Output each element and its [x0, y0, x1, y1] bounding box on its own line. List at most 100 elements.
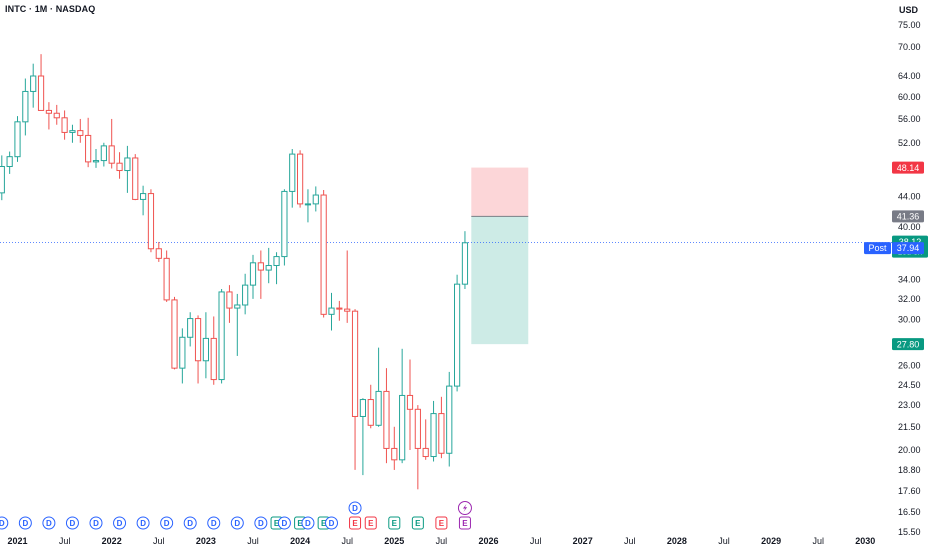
price-tick-label: 34.00: [898, 274, 921, 284]
candle-up: [0, 166, 5, 194]
candle-up: [69, 130, 76, 133]
price-tick-label: 75.00: [898, 20, 921, 30]
candle-up: [218, 291, 225, 381]
time-axis-label: 2026: [478, 536, 498, 546]
dividend-marker-label: D: [140, 519, 146, 528]
stop-price-badge: [892, 338, 924, 351]
candle-up: [242, 284, 249, 306]
price-tick-label: 23.00: [898, 400, 921, 410]
price-tick-label: 26.00: [898, 361, 921, 371]
earnings-marker-label: E: [415, 519, 421, 528]
candle-up: [430, 413, 437, 458]
candle-down: [257, 262, 264, 271]
time-axis-label: Jul: [718, 536, 730, 546]
candle-up: [124, 157, 131, 172]
price-tick-label: 70.00: [898, 42, 921, 52]
time-axis-label: 2029: [761, 536, 781, 546]
earnings-marker-label: E: [439, 519, 445, 528]
price-tick-label: 21.50: [898, 422, 921, 432]
candle-down: [163, 257, 170, 301]
candle-up: [359, 399, 366, 417]
lightning-icon: [462, 504, 468, 512]
dividend-marker-icon: [0, 516, 9, 530]
dividend-marker-icon: [160, 516, 174, 530]
candle-down: [108, 145, 115, 164]
candle-up: [92, 160, 100, 163]
time-axis-label: 2024: [290, 536, 310, 546]
time-axis-label: 2028: [667, 536, 687, 546]
candle-down: [155, 248, 162, 259]
post-market-label: 37.94: [897, 243, 920, 253]
candle-down: [171, 299, 178, 369]
dividend-marker-label: D: [46, 519, 52, 528]
candle-up: [304, 203, 312, 206]
price-tick-label: 52.00: [898, 138, 921, 148]
candle-down: [37, 75, 45, 111]
price-tick-label: 32.00: [898, 294, 921, 304]
price-tick-label: 44.00: [898, 191, 921, 201]
time-axis-label: Jul: [153, 536, 165, 546]
time-axis-label: 2023: [196, 536, 216, 546]
price-tick-label: 18.80: [898, 465, 921, 475]
earnings-marker-label: E: [462, 519, 468, 528]
dividend-marker-icon: [18, 516, 32, 530]
candle-down: [132, 157, 139, 200]
candle-up: [234, 304, 241, 309]
time-axis-label: Jul: [812, 536, 824, 546]
earnings-marker-icon: [435, 516, 448, 530]
dividend-marker-label: D: [117, 519, 123, 528]
dividend-marker-label: D: [352, 504, 358, 513]
dividend-marker-label: D: [305, 519, 311, 528]
dividend-marker-icon: [230, 516, 244, 530]
target-zone: [471, 167, 529, 217]
symbol-title: INTC · 1M · NASDAQ: [5, 4, 96, 14]
dividend-marker-icon: [254, 516, 268, 530]
dividend-marker-icon: [42, 516, 56, 530]
dividend-marker-icon: [136, 516, 150, 530]
candle-up: [22, 90, 29, 123]
price-tick-label: 40.00: [898, 222, 921, 232]
candle-down: [367, 399, 374, 426]
price-tick-label: 64.00: [898, 71, 921, 81]
stop-price-label: 27.80: [897, 339, 920, 349]
candle-up: [6, 156, 13, 168]
earnings-marker-label: E: [274, 519, 280, 528]
time-axis-label: Jul: [436, 536, 448, 546]
candle-up: [446, 385, 453, 454]
candle-up: [399, 394, 406, 461]
earnings-marker-icon: [364, 516, 377, 530]
candle-up: [202, 337, 210, 362]
dividend-marker-label: D: [258, 519, 264, 528]
dividend-marker-icon: [348, 501, 362, 515]
candle-up: [179, 336, 186, 369]
target-price-label: 48.14: [897, 163, 920, 173]
candle-down: [147, 193, 155, 250]
currency-label: USD: [898, 5, 918, 15]
dividend-marker-label: D: [164, 519, 170, 528]
target-price-badge: [892, 161, 924, 174]
current-price-label: 38.12: [899, 237, 922, 247]
dividend-marker-icon: [89, 516, 103, 530]
entry-price-badge: [892, 210, 924, 223]
candle-up: [100, 145, 107, 162]
dividend-marker-icon: [301, 516, 315, 530]
candle-down: [406, 394, 414, 410]
dividend-marker-label: D: [70, 519, 76, 528]
candle-down: [77, 130, 84, 136]
candle-down: [85, 134, 92, 163]
dividend-marker-icon: [113, 516, 127, 530]
post-market-badge: [892, 242, 924, 255]
candle-down: [422, 447, 429, 458]
candle-up: [273, 256, 280, 267]
earnings-marker-icon: [458, 516, 471, 530]
earnings-marker-label: E: [352, 519, 358, 528]
earnings-marker-icon: [349, 516, 362, 530]
candle-down: [61, 117, 68, 133]
earnings-marker-label: E: [368, 519, 374, 528]
price-tick-label: 20.00: [898, 445, 921, 455]
earnings-marker-icon: [411, 516, 424, 530]
dividend-marker-label: D: [22, 519, 28, 528]
candle-down: [344, 308, 351, 312]
time-axis-label: 2021: [7, 536, 27, 546]
